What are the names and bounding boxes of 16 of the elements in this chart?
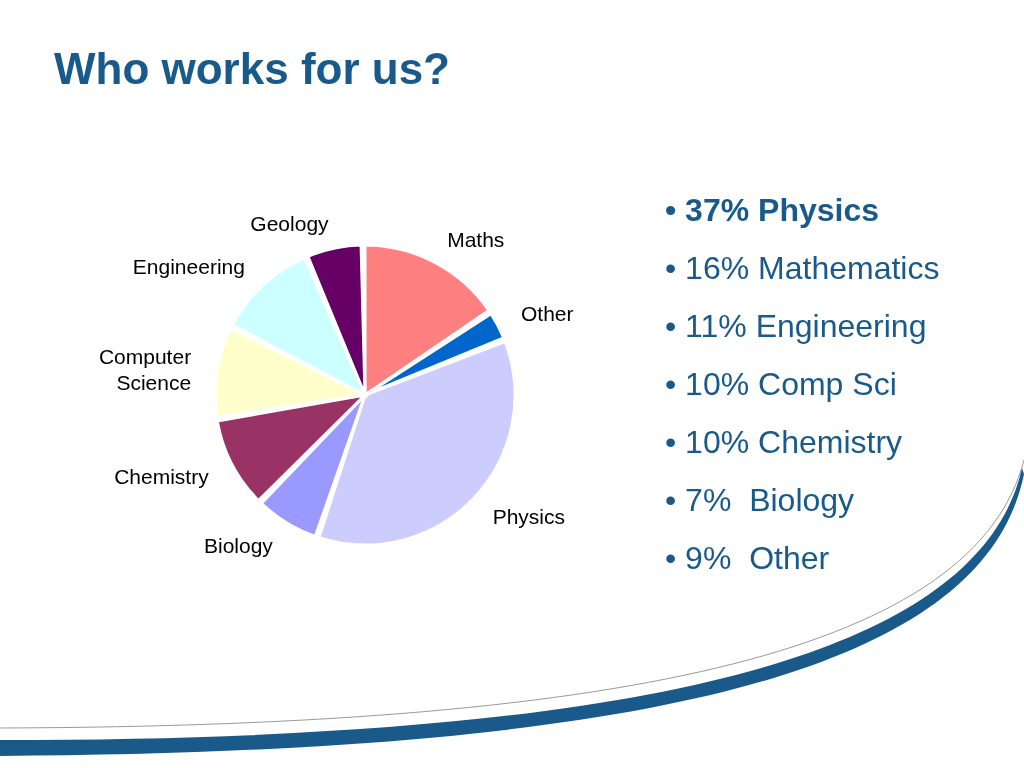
text: • 10% Comp Sci [665, 365, 898, 404]
text: • 11% Engineering [665, 307, 928, 346]
text: • 16% Mathematics [665, 249, 940, 288]
slice-label: Geology [250, 211, 330, 235]
text: • 37% Physics [665, 191, 880, 230]
text: • 10% Chemistry [665, 423, 904, 462]
text: • 9% Other [665, 539, 831, 578]
text: • 7% Biology [665, 481, 856, 520]
chart-title: Who works for us? [54, 44, 450, 94]
slice-label: Biology [203, 533, 274, 557]
slice-label: Other [520, 301, 574, 325]
slice-label: Engineering [132, 254, 245, 278]
slice-label: Chemistry [114, 464, 210, 488]
slice-label: Maths [447, 227, 505, 251]
slice-label: Computer Science [98, 344, 192, 394]
slice-label: Physics [492, 504, 566, 528]
